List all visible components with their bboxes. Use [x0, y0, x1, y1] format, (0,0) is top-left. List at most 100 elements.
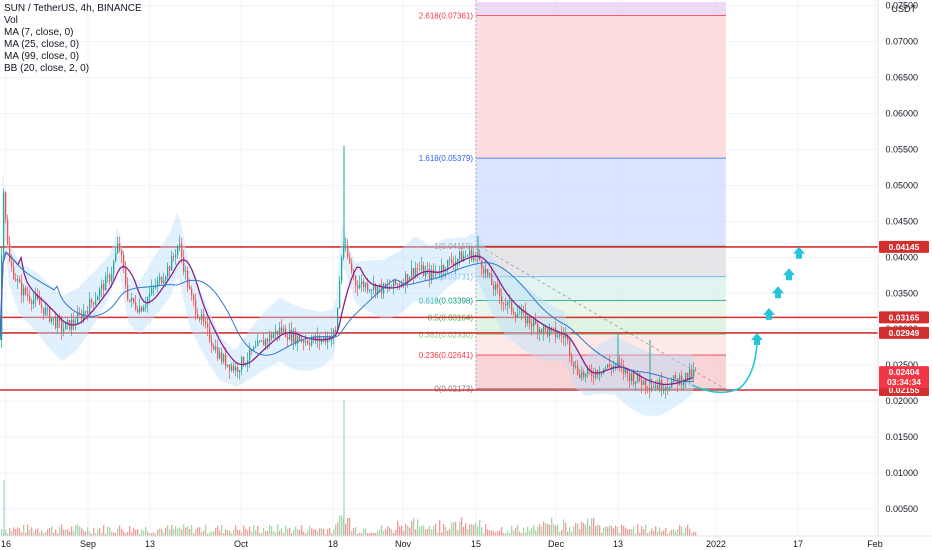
- legend-ma99: MA (99, close, 0): [4, 51, 80, 62]
- volume-bar: [437, 532, 439, 536]
- candle-body: [137, 308, 139, 313]
- volume-bar: [381, 525, 383, 536]
- volume-bar: [307, 530, 309, 536]
- candle-body: [125, 268, 127, 285]
- volume-bar: [113, 532, 115, 536]
- candle-body: [567, 335, 569, 341]
- candle-body: [411, 268, 413, 278]
- candle-body: [279, 327, 281, 335]
- candle-body: [41, 304, 43, 308]
- candle-body: [627, 368, 629, 374]
- candle-body: [19, 279, 21, 283]
- current-price-tag: [879, 366, 929, 389]
- candle-body: [311, 339, 313, 346]
- volume-bar: [363, 529, 365, 536]
- volume-bar: [175, 526, 177, 536]
- volume-bar: [111, 531, 113, 536]
- candle-body: [615, 364, 617, 366]
- candle-body: [163, 280, 165, 283]
- volume-bar: [27, 524, 29, 536]
- volume-bar: [193, 533, 195, 536]
- candle-body: [577, 366, 579, 375]
- candle-body: [529, 316, 531, 324]
- price-tag: [879, 311, 929, 324]
- volume-bar: [493, 531, 495, 536]
- volume-bar: [327, 529, 329, 536]
- volume-bar: [463, 526, 465, 536]
- volume-bar: [667, 533, 669, 536]
- volume-bar: [145, 526, 147, 536]
- candle-body: [619, 362, 621, 365]
- price-tick-label: 0.03500: [885, 288, 918, 298]
- volume-bar: [301, 525, 303, 536]
- volume-bar: [165, 527, 167, 536]
- countdown-label: 03:34:34: [887, 377, 921, 387]
- volume-bar: [369, 533, 371, 536]
- price-tick-label: 0.05000: [885, 180, 918, 190]
- legend-title: SUN / TetherUS, 4h, BINANCE: [4, 3, 142, 14]
- candle-body: [109, 275, 111, 282]
- candle-body: [643, 380, 645, 386]
- candle-body: [11, 261, 13, 267]
- candle-body: [517, 314, 519, 317]
- time-tick-label: Feb: [867, 539, 883, 549]
- volume-bar: [1, 529, 3, 536]
- candle-body: [375, 284, 377, 294]
- candle-body: [637, 373, 639, 382]
- candle-body: [471, 250, 473, 261]
- volume-bar: [93, 528, 95, 536]
- candle-body: [675, 375, 677, 379]
- candle-body: [585, 373, 587, 377]
- volume-bar: [255, 530, 257, 536]
- volume-bar: [17, 527, 19, 536]
- candle-body: [77, 313, 79, 324]
- candle-body: [129, 299, 131, 302]
- candle-body: [405, 273, 407, 286]
- volume-bar: [315, 529, 317, 536]
- candle-body: [119, 243, 121, 251]
- volume-bar: [299, 529, 301, 536]
- volume-bar: [443, 523, 445, 536]
- candle-body: [289, 329, 291, 340]
- ma7-line: [0, 251, 694, 386]
- candle-body: [323, 337, 325, 340]
- volume-bar: [199, 527, 201, 536]
- volume-bar: [565, 522, 567, 536]
- candle-body: [687, 372, 689, 380]
- candle-body: [197, 313, 199, 318]
- volume-bar: [365, 528, 367, 536]
- time-tick-label: 13: [613, 539, 623, 549]
- volume-bar: [383, 530, 385, 536]
- candle-body: [515, 314, 517, 317]
- candle-body: [475, 254, 477, 256]
- volume-bar: [253, 525, 255, 536]
- volume-bar: [617, 526, 619, 536]
- candle-body: [499, 287, 501, 297]
- volume-bar: [127, 531, 129, 536]
- candle-body: [611, 366, 613, 369]
- candle-body: [225, 354, 227, 367]
- volume-bar: [177, 528, 179, 536]
- volume-bar: [557, 524, 559, 536]
- candle-body: [319, 335, 321, 342]
- volume-bar: [517, 524, 519, 536]
- volume-bar: [185, 527, 187, 536]
- volume-bar: [103, 525, 105, 536]
- price-tick-label: 0.01000: [885, 468, 918, 478]
- volume-bar: [239, 530, 241, 536]
- volume-bar: [577, 523, 579, 536]
- candle-body: [237, 367, 239, 372]
- volume-bar: [695, 532, 697, 536]
- candle-body: [571, 355, 573, 362]
- volume-bar: [79, 526, 81, 536]
- volume-bar: [683, 533, 685, 536]
- volume-bar: [681, 526, 683, 536]
- volume-bar: [53, 532, 55, 536]
- candle-body: [173, 256, 175, 258]
- volume-bar: [407, 525, 409, 536]
- volume-bar: [351, 531, 353, 536]
- candle-body: [213, 345, 215, 350]
- candle-body: [341, 257, 343, 282]
